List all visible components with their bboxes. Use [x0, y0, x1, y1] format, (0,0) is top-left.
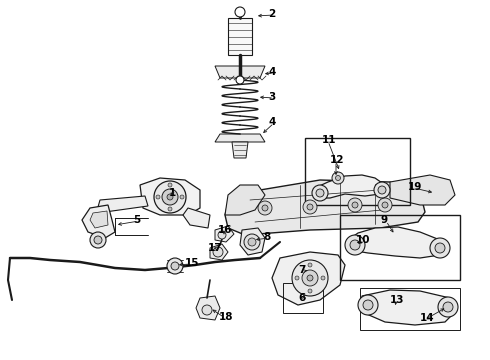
Text: 1: 1: [169, 188, 176, 198]
Text: 2: 2: [268, 9, 275, 19]
Circle shape: [180, 195, 184, 199]
Text: 15: 15: [185, 258, 199, 268]
Polygon shape: [215, 134, 265, 142]
Bar: [305, 138, 410, 205]
Polygon shape: [225, 185, 265, 215]
Circle shape: [332, 172, 344, 184]
Circle shape: [202, 305, 212, 315]
Polygon shape: [98, 196, 148, 212]
Circle shape: [167, 194, 173, 200]
Text: 7: 7: [298, 265, 305, 275]
Polygon shape: [348, 227, 445, 258]
Text: 17: 17: [208, 243, 222, 253]
Circle shape: [363, 300, 373, 310]
Circle shape: [321, 276, 325, 280]
Text: 5: 5: [133, 215, 140, 225]
Circle shape: [382, 202, 388, 208]
Bar: [283, 283, 323, 313]
Circle shape: [443, 302, 453, 312]
Circle shape: [295, 276, 299, 280]
Circle shape: [307, 204, 313, 210]
Circle shape: [262, 205, 268, 211]
Circle shape: [258, 201, 272, 215]
Circle shape: [236, 76, 244, 84]
Polygon shape: [215, 226, 234, 242]
Polygon shape: [272, 252, 345, 305]
Polygon shape: [225, 180, 425, 235]
Circle shape: [167, 258, 183, 274]
Text: 18: 18: [219, 312, 234, 322]
Polygon shape: [315, 175, 385, 198]
Circle shape: [316, 189, 324, 197]
Polygon shape: [215, 66, 265, 78]
Circle shape: [168, 207, 172, 211]
Circle shape: [218, 231, 226, 239]
Circle shape: [358, 295, 378, 315]
Text: 4: 4: [268, 117, 275, 127]
Text: 10: 10: [356, 235, 370, 245]
Circle shape: [430, 238, 450, 258]
Text: 8: 8: [263, 232, 270, 242]
Circle shape: [162, 189, 178, 205]
Polygon shape: [90, 211, 108, 228]
Polygon shape: [228, 18, 252, 55]
Polygon shape: [240, 228, 265, 255]
Circle shape: [378, 198, 392, 212]
Circle shape: [352, 202, 358, 208]
Circle shape: [154, 181, 186, 213]
Polygon shape: [362, 290, 455, 325]
Bar: [360, 288, 460, 330]
Circle shape: [303, 200, 317, 214]
Text: 3: 3: [268, 92, 275, 102]
Circle shape: [435, 243, 445, 253]
Circle shape: [90, 232, 106, 248]
Text: 13: 13: [390, 295, 405, 305]
Circle shape: [307, 275, 313, 281]
Circle shape: [345, 235, 365, 255]
Text: 11: 11: [322, 135, 337, 145]
Polygon shape: [183, 208, 210, 228]
Circle shape: [168, 183, 172, 187]
Circle shape: [308, 263, 312, 267]
Circle shape: [336, 175, 341, 180]
Text: 19: 19: [408, 182, 422, 192]
Circle shape: [302, 270, 318, 286]
Text: 9: 9: [380, 215, 387, 225]
Polygon shape: [390, 175, 455, 205]
Circle shape: [438, 297, 458, 317]
Polygon shape: [140, 178, 200, 215]
Polygon shape: [82, 205, 115, 238]
Text: 16: 16: [218, 225, 232, 235]
Circle shape: [156, 195, 160, 199]
Circle shape: [248, 238, 256, 246]
Circle shape: [235, 7, 245, 17]
Circle shape: [348, 198, 362, 212]
Circle shape: [350, 240, 360, 250]
Circle shape: [378, 186, 386, 194]
Text: 12: 12: [330, 155, 344, 165]
Text: 4: 4: [268, 67, 275, 77]
Circle shape: [312, 185, 328, 201]
Circle shape: [374, 182, 390, 198]
Polygon shape: [232, 142, 248, 158]
Text: 6: 6: [298, 293, 305, 303]
Bar: [340, 215, 460, 280]
Circle shape: [292, 260, 328, 296]
Circle shape: [308, 289, 312, 293]
Text: 14: 14: [420, 313, 435, 323]
Circle shape: [94, 236, 102, 244]
Polygon shape: [210, 244, 228, 260]
Circle shape: [244, 234, 260, 250]
Polygon shape: [196, 296, 220, 320]
Circle shape: [171, 262, 179, 270]
Circle shape: [213, 247, 223, 257]
